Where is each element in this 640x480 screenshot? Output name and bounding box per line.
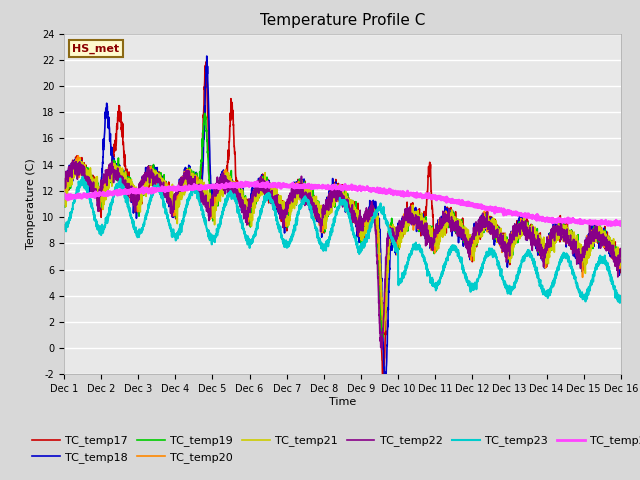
TC_temp23	[606, 270, 614, 276]
TC_temp18	[157, 185, 164, 191]
TC_temp23	[124, 204, 132, 209]
Line: TC_temp22: TC_temp22	[64, 161, 621, 349]
TC_temp19	[124, 183, 131, 189]
TC_temp19	[298, 192, 306, 198]
TC_temp18	[274, 206, 282, 212]
TC_temp17	[547, 247, 554, 253]
TC_temp24	[124, 190, 131, 195]
TC_temp20	[124, 184, 132, 190]
TC_temp24	[606, 221, 614, 227]
TC_temp23	[157, 192, 164, 197]
TC_temp21	[124, 179, 132, 184]
TC_temp17	[617, 268, 625, 274]
TC_temp22	[617, 246, 625, 252]
TC_temp22	[157, 179, 164, 184]
TC_temp24	[546, 217, 554, 223]
Line: TC_temp18: TC_temp18	[64, 56, 621, 387]
Line: TC_temp17: TC_temp17	[64, 62, 621, 383]
TC_temp22	[547, 240, 554, 245]
TC_temp17	[157, 184, 164, 190]
Line: TC_temp21: TC_temp21	[64, 159, 621, 330]
TC_temp21	[381, 327, 388, 333]
TC_temp19	[606, 242, 614, 248]
TC_temp24	[298, 183, 306, 189]
TC_temp24	[253, 179, 261, 185]
Legend: TC_temp17, TC_temp18, TC_temp19, TC_temp20, TC_temp21, TC_temp22, TC_temp23, TC_: TC_temp17, TC_temp18, TC_temp19, TC_temp…	[28, 431, 640, 468]
X-axis label: Time: Time	[329, 397, 356, 407]
TC_temp20	[617, 256, 625, 262]
TC_temp21	[60, 197, 68, 203]
Line: TC_temp20: TC_temp20	[64, 156, 621, 332]
TC_temp23	[79, 174, 86, 180]
TC_temp19	[274, 194, 282, 200]
TC_temp21	[606, 248, 614, 253]
TC_temp21	[157, 185, 164, 191]
TC_temp19	[379, 334, 387, 340]
TC_temp24	[607, 223, 614, 228]
TC_temp20	[157, 181, 164, 187]
Line: TC_temp23: TC_temp23	[64, 177, 621, 303]
TC_temp17	[60, 197, 68, 203]
TC_temp23	[274, 221, 282, 227]
TC_temp18	[547, 230, 554, 236]
TC_temp18	[203, 53, 211, 59]
TC_temp17	[606, 241, 614, 247]
TC_temp18	[381, 384, 388, 390]
TC_temp20	[74, 153, 82, 159]
TC_temp21	[547, 241, 554, 247]
TC_temp19	[157, 177, 164, 183]
TC_temp22	[124, 189, 132, 195]
TC_temp22	[60, 185, 68, 191]
TC_temp23	[617, 298, 625, 303]
TC_temp18	[298, 177, 306, 182]
TC_temp22	[69, 158, 77, 164]
TC_temp20	[380, 329, 388, 335]
TC_temp17	[379, 380, 387, 385]
Y-axis label: Temperature (C): Temperature (C)	[26, 158, 36, 250]
TC_temp20	[60, 191, 68, 197]
TC_temp24	[617, 223, 625, 228]
TC_temp21	[617, 259, 625, 265]
TC_temp22	[606, 243, 614, 249]
TC_temp22	[274, 201, 282, 206]
TC_temp23	[60, 226, 68, 232]
TC_temp24	[157, 187, 164, 192]
TC_temp24	[60, 194, 68, 200]
Line: TC_temp19: TC_temp19	[64, 113, 621, 337]
Title: Temperature Profile C: Temperature Profile C	[260, 13, 425, 28]
TC_temp17	[298, 179, 306, 184]
TC_temp17	[274, 198, 282, 204]
TC_temp19	[201, 110, 209, 116]
TC_temp19	[60, 199, 68, 205]
TC_temp21	[274, 202, 282, 207]
TC_temp20	[298, 187, 306, 193]
TC_temp18	[606, 253, 614, 259]
TC_temp20	[606, 245, 614, 251]
TC_temp18	[60, 179, 68, 185]
TC_temp20	[274, 203, 282, 208]
TC_temp22	[378, 347, 386, 352]
TC_temp19	[547, 240, 554, 246]
Line: TC_temp24: TC_temp24	[64, 182, 621, 226]
TC_temp17	[124, 183, 131, 189]
TC_temp21	[298, 182, 306, 188]
TC_temp23	[298, 198, 306, 204]
Text: HS_met: HS_met	[72, 44, 120, 54]
TC_temp23	[616, 300, 624, 306]
TC_temp17	[202, 59, 210, 65]
TC_temp22	[298, 192, 306, 198]
TC_temp18	[617, 246, 625, 252]
TC_temp20	[547, 239, 554, 245]
TC_temp23	[546, 291, 554, 297]
TC_temp21	[76, 156, 84, 162]
TC_temp19	[617, 262, 625, 267]
TC_temp24	[274, 182, 282, 188]
TC_temp18	[124, 186, 131, 192]
